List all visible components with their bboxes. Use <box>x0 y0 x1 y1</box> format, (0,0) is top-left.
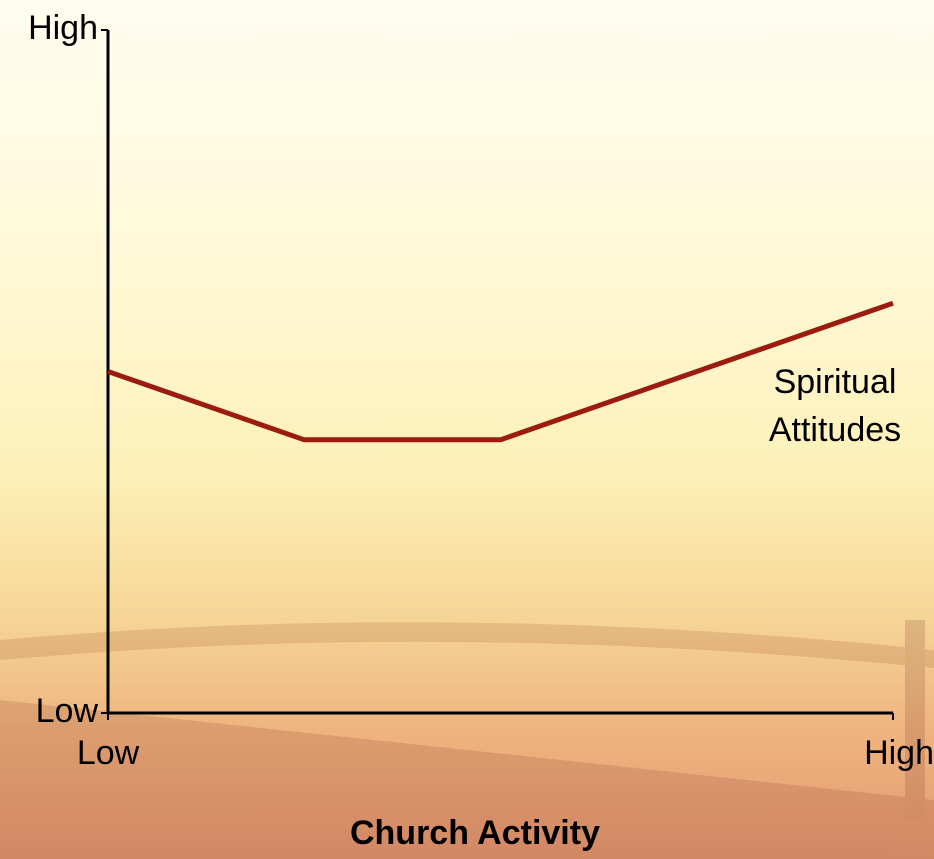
series-label: Spiritual Attitudes <box>768 363 902 449</box>
x-tick-label: Low <box>77 734 140 772</box>
x-axis-label: Church Activity <box>350 814 600 852</box>
series-line <box>107 300 894 443</box>
y-tick-label: Low <box>36 692 99 730</box>
bridge-decoration <box>0 620 934 859</box>
y-tick-label: High <box>28 9 98 47</box>
x-tick-label: High <box>864 734 934 772</box>
